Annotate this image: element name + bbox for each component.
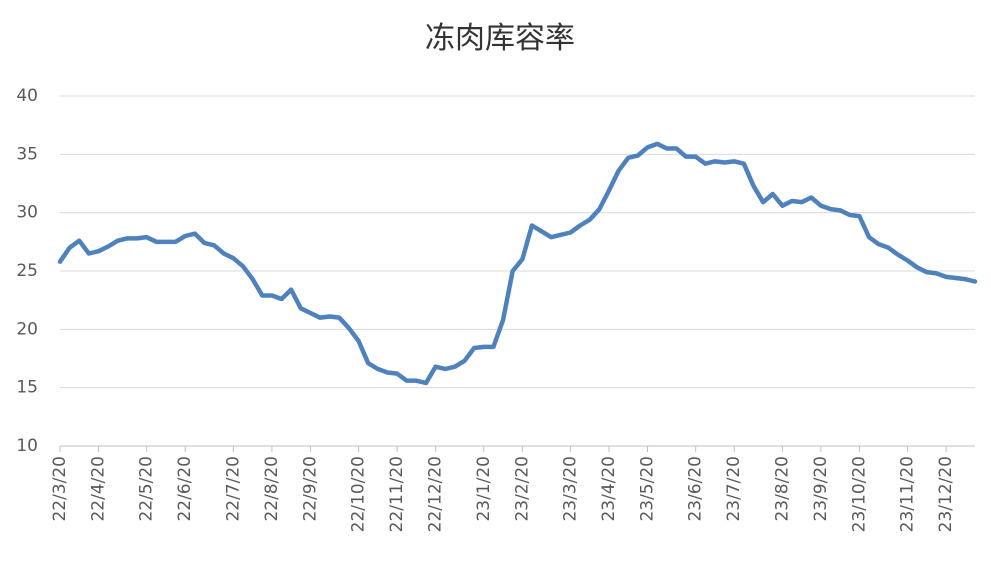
x-tick-label: 23/4/20 [599,456,619,522]
x-tick-label: 22/11/20 [387,456,407,532]
x-tick-label: 23/2/20 [512,456,532,522]
y-tick-label: 30 [16,203,38,223]
x-tick-label: 22/7/20 [223,456,243,522]
chart-title: 冻肉库容率 [425,21,575,56]
x-tick-label: 23/5/20 [638,456,658,522]
x-tick-label: 23/6/20 [686,456,706,522]
x-tick-label: 23/12/20 [936,456,956,532]
x-tick-label: 23/8/20 [772,456,792,522]
y-tick-label: 35 [16,144,38,164]
x-tick-label: 22/3/20 [50,456,70,522]
x-tick-label: 22/4/20 [89,456,109,522]
x-tick-label: 22/9/20 [300,456,320,522]
x-tick-label: 23/10/20 [849,456,869,532]
x-tick-label: 23/7/20 [724,456,744,522]
y-tick-label: 15 [16,378,38,398]
x-tick-label: 22/12/20 [426,456,446,532]
x-tick-label: 23/1/20 [474,456,494,522]
x-tick-label: 23/9/20 [811,456,831,522]
data-line [57,141,978,386]
x-tick-label: 22/8/20 [262,456,282,522]
x-tick-label: 23/3/20 [560,456,580,522]
y-tick-label: 40 [16,86,38,106]
x-tick-label: 22/10/20 [349,456,369,532]
y-tick-label: 10 [16,436,38,456]
x-tick-label: 22/6/20 [175,456,195,522]
x-tick-label: 23/11/20 [898,456,918,532]
x-tick-label: 22/5/20 [137,456,157,522]
y-tick-label: 25 [16,261,38,281]
y-tick-label: 20 [16,319,38,339]
